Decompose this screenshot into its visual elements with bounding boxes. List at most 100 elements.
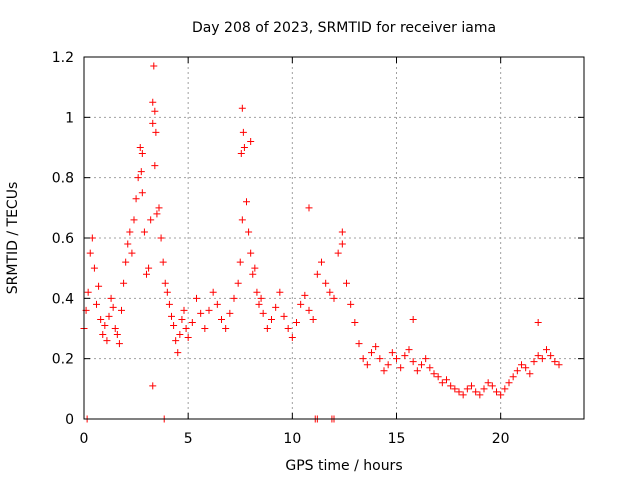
data-point [422,355,430,363]
x-tick-label: 15 [388,431,406,447]
data-point [384,361,392,369]
y-tick-label: 0.8 [52,171,74,187]
data-point [237,150,245,158]
data-point [484,379,492,387]
data-point [401,352,409,360]
data-point [245,228,253,236]
data-point [418,361,425,369]
data-point [97,315,105,323]
data-point [115,340,123,348]
data-point [443,376,450,384]
data-point [305,204,313,212]
data-point [149,98,157,106]
data-point [130,216,138,224]
data-point [455,388,463,396]
data-point [493,388,500,396]
data-point [309,315,317,323]
data-point [459,391,467,399]
data-point [176,331,184,339]
data-point [222,325,230,332]
data-point [136,144,144,151]
data-point [240,144,248,151]
data-point [397,364,405,372]
x-tick-label: 5 [184,431,193,447]
data-point [447,382,455,390]
data-point [297,300,305,308]
x-tick-label: 0 [80,431,89,447]
data-point [213,300,221,308]
data-point [163,288,171,296]
axis-ticks [83,56,584,420]
data-points [80,62,563,423]
data-point [118,306,125,314]
data-point [518,361,525,369]
y-axis-label: SRMTID / TECUs [5,182,21,295]
data-point [230,294,238,302]
data-point [259,309,267,317]
data-point [263,325,271,332]
data-point [338,240,346,248]
data-point [409,358,417,366]
data-point [509,373,517,381]
data-point [234,279,242,287]
data-point [143,270,150,278]
data-point [451,385,459,393]
data-point [159,258,167,266]
data-point [330,294,338,302]
data-point [472,388,480,396]
data-point [372,343,380,351]
data-point [497,391,505,399]
data-point [151,162,159,170]
y-tick-label: 1 [65,110,74,126]
data-point [368,349,375,357]
y-tick-label: 0.2 [52,352,74,368]
data-point [480,385,488,393]
y-tick-label: 0.4 [52,291,74,307]
data-point [347,300,355,308]
data-point [147,216,155,224]
data-point [255,300,263,308]
data-point [134,174,142,182]
data-point [247,137,255,145]
data-point [522,364,530,372]
data-point [326,288,334,296]
data-point [120,279,128,287]
data-point [93,300,100,308]
data-point [305,306,313,314]
data-point [103,337,111,345]
data-point [150,62,158,70]
chart-title: Day 208 of 2023, SRMTID for receiver iam… [192,20,496,36]
data-point [180,306,188,314]
data-point [313,270,321,278]
data-point [137,168,145,176]
data-point [218,315,225,323]
data-point [280,312,288,320]
data-point [284,325,292,332]
data-point [124,240,132,248]
data-point [526,370,534,378]
data-point [530,358,538,366]
data-point [393,355,400,363]
data-point [488,382,496,390]
data-point [172,337,180,345]
data-point [170,321,178,329]
data-point [239,128,247,136]
data-point [388,349,396,357]
data-point [334,249,342,257]
data-point [547,352,555,360]
data-point [161,279,169,287]
data-point [182,325,190,332]
data-point [538,355,546,363]
data-point [501,385,509,393]
data-point [168,312,175,320]
data-point [505,379,513,387]
data-point [174,349,182,357]
data-point [293,318,300,326]
data-point [132,195,140,203]
data-point [249,270,257,278]
data-point [111,325,119,332]
data-point [107,294,115,302]
data-point [193,294,200,302]
data-point [238,216,246,224]
data-point [363,361,371,369]
